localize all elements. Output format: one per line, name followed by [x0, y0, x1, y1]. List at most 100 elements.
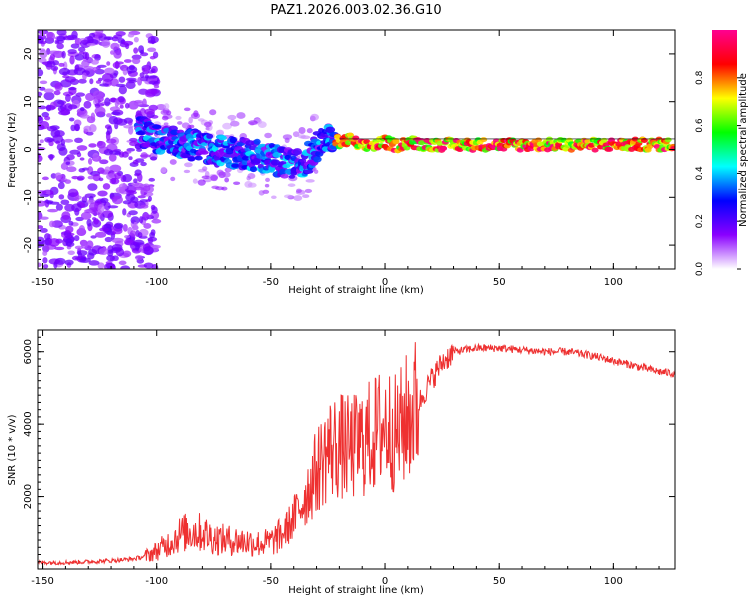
heatmap-blob: [162, 108, 170, 114]
heatmap-blob: [118, 85, 128, 95]
heatmap-blob: [64, 259, 74, 266]
heatmap-blob: [584, 139, 592, 145]
heatmap-blob: [69, 149, 81, 155]
heatmap-blob: [90, 59, 99, 65]
heatmap-blob: [48, 258, 61, 265]
heatmap-blob: [75, 92, 86, 97]
heatmap-blob: [143, 223, 152, 229]
heatmap-blob: [39, 216, 49, 220]
x-tick-label: 0: [382, 277, 388, 288]
heatmap-blob: [143, 246, 154, 256]
heatmap-blob: [99, 227, 110, 232]
heatmap-blob: [52, 60, 60, 66]
heatmap-blob: [222, 171, 231, 178]
heatmap-blob: [101, 210, 114, 218]
heatmap-blob: [42, 250, 48, 256]
heatmap-blob: [66, 166, 77, 173]
heatmap-blob: [139, 199, 149, 203]
heatmap-blob: [89, 78, 94, 85]
heatmap-blob: [231, 163, 240, 168]
heatmap-blob: [117, 96, 125, 103]
heatmap-blob: [38, 154, 43, 163]
heatmap-blob: [116, 118, 128, 126]
heatmap-blob: [106, 125, 113, 135]
y-tick-label: 4000: [23, 411, 34, 436]
heatmap-blob: [222, 122, 232, 130]
heatmap-blob: [81, 59, 90, 68]
heatmap-blob: [87, 183, 98, 191]
heatmap-blob: [439, 145, 447, 151]
heatmap-blob: [39, 86, 46, 91]
heatmap-blob: [175, 115, 182, 120]
heatmap-blob: [54, 172, 62, 180]
colorbar-tick-label: 0.4: [695, 166, 705, 181]
heatmap-blob: [188, 116, 193, 124]
heatmap-blob: [118, 76, 126, 83]
heatmap-blob: [310, 113, 319, 121]
heatmap-blob: [352, 135, 360, 141]
heatmap-blob: [137, 173, 143, 183]
heatmap-blob: [38, 236, 45, 245]
heatmap-blob: [128, 210, 138, 216]
heatmap-blob: [264, 132, 272, 139]
heatmap-blob: [587, 142, 595, 148]
colorbar: 0.0 0.2 0.4 0.6 0.8 Normalized spectral ampl…: [695, 30, 749, 276]
heatmap-blob: [129, 230, 137, 237]
heatmap-blob: [210, 174, 218, 182]
heatmap-blob: [97, 190, 108, 197]
heatmap-blob: [67, 188, 79, 198]
heatmap-blob: [113, 49, 122, 59]
heatmap-blob: [134, 255, 144, 261]
heatmap-blob: [113, 34, 123, 39]
heatmap-blob: [108, 150, 121, 155]
heatmap-blob: [265, 177, 270, 183]
heatmap-blob: [58, 62, 65, 67]
heatmap-blob: [226, 167, 231, 173]
heatmap-blob: [262, 169, 271, 174]
heatmap-blob: [46, 31, 56, 41]
heatmap-blob: [304, 188, 313, 193]
heatmap-blob: [192, 178, 198, 184]
heatmap-blob: [108, 115, 119, 125]
heatmap-blob: [58, 194, 65, 200]
heatmap-blob: [127, 120, 133, 126]
heatmap-blob: [65, 241, 75, 247]
heatmap-blob: [111, 111, 121, 116]
heatmap-blob: [189, 124, 195, 129]
heatmap-blob: [248, 120, 258, 126]
heatmap-blob: [124, 234, 131, 239]
heatmap-blob: [295, 188, 302, 194]
heatmap-blob: [111, 243, 123, 251]
heatmap-blob: [38, 115, 44, 124]
heatmap-blob: [65, 161, 71, 165]
heatmap-blob: [194, 155, 203, 161]
heatmap-blob: [42, 264, 49, 269]
heatmap-blob: [253, 138, 261, 145]
heatmap-blob: [100, 197, 109, 204]
heatmap-blob: [86, 218, 92, 227]
heatmap-blob: [58, 67, 71, 76]
heatmap-blob: [56, 30, 67, 36]
heatmap-blob: [227, 114, 237, 120]
heatmap-blob: [133, 178, 138, 184]
heatmap-blob: [292, 148, 302, 156]
heatmap-blob: [147, 47, 157, 52]
y-tick-label: 10: [23, 95, 34, 108]
heatmap-blob: [392, 138, 400, 144]
heatmap-blob: [104, 97, 111, 107]
heatmap-blob: [60, 178, 68, 182]
heatmap-blob: [124, 185, 137, 193]
heatmap-blob: [139, 49, 145, 55]
heatmap-blob: [61, 50, 66, 59]
heatmap-blob: [83, 125, 92, 132]
heatmap-blob: [292, 131, 300, 138]
heatmap-blob: [38, 225, 44, 229]
heatmap-blob: [86, 240, 94, 249]
heatmap-blob: [480, 137, 488, 143]
heatmap-blob: [78, 78, 87, 84]
heatmap-blob: [283, 194, 293, 199]
heatmap-blob: [184, 162, 193, 168]
heatmap-blob: [112, 61, 121, 69]
heatmap-blob: [87, 158, 93, 165]
heatmap-blob: [142, 98, 147, 107]
